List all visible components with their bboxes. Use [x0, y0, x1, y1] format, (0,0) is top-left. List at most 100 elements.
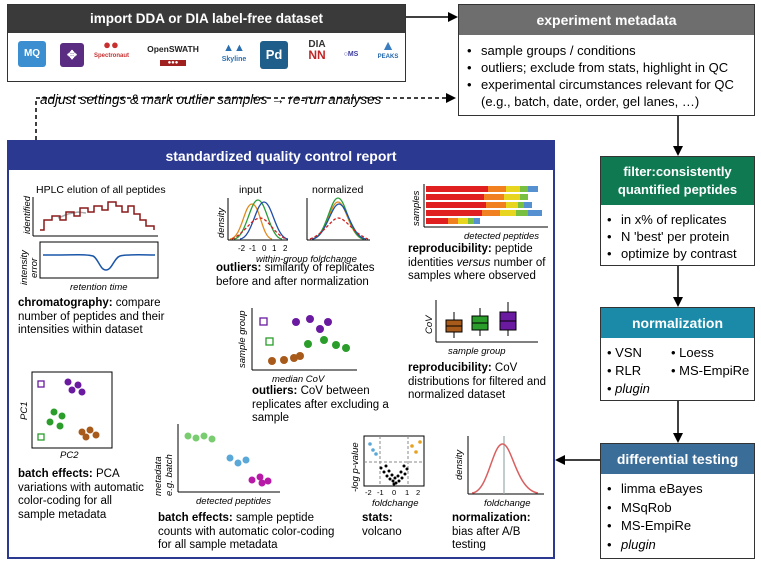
bias-xlabel: foldchange [484, 498, 530, 509]
outliers-cov-caption: outliers: CoV between replicates after e… [252, 385, 389, 424]
cov-box-ylabel: CoV [424, 314, 435, 334]
batch-counts-plot: metadata e.g. batch detected peptides [153, 424, 280, 507]
bias-ylabel: density [454, 449, 465, 480]
volcano-xlabel: foldchange [372, 498, 418, 509]
counts-ylabel-2: e.g. batch [164, 454, 175, 496]
chrom-red-line [40, 201, 155, 231]
svg-text:2: 2 [416, 488, 420, 497]
svg-text:-2: -2 [365, 488, 372, 497]
reproducibility-cov-caption: reproducibility: CoV distributions for f… [408, 362, 547, 401]
density-input-label: input [239, 184, 262, 196]
list-item: experimental circumstances relevant for … [467, 76, 752, 93]
import-box-title: import DDA or DIA label-free dataset [8, 5, 405, 33]
spectronaut-logo: ●● Spectronaut [94, 37, 130, 59]
chrom-ylabel-bottom-2: error [29, 257, 40, 278]
density-xlabel: within-group foldchange [256, 254, 357, 264]
chrom-ylabel-bottom-1: intensity [19, 249, 30, 285]
chrom-grey-line [57, 211, 87, 219]
chrom-xlabel: retention time [70, 282, 128, 292]
msfragger-logo: ✥ [60, 43, 84, 67]
svg-text:1: 1 [272, 244, 277, 253]
metadata-box: experiment metadata sample groups / cond… [458, 4, 755, 116]
list-item: in x% of replicates [607, 211, 753, 228]
chrom-title: HPLC elution of all peptides [36, 184, 166, 196]
normalization-box: normalization • VSN • Loess • RLR • MS-Emp… [600, 307, 755, 401]
metadata-box-title: experiment metadata [459, 5, 754, 35]
svg-text:-1: -1 [377, 488, 384, 497]
peaks-logo: ▲ PEAKS [377, 37, 399, 60]
outliers-density-plot: input normalized density -2 -1 0 1 2 wit… [216, 184, 370, 264]
batch-pca-plot: PC1 PC2 [19, 371, 113, 460]
outliers-density-caption: outliers: similarity of replicates befor… [216, 262, 375, 288]
list-item: • plugin [607, 381, 650, 396]
list-item: • MS-EmpiRe [671, 363, 750, 378]
svg-text:0: 0 [392, 488, 396, 497]
chromatography-caption: chromatography: compare number of peptid… [18, 297, 165, 336]
svg-text:0: 0 [262, 244, 267, 253]
feedback-label: adjust settings & mark outlier samples →… [40, 92, 382, 107]
density-ticks: -2 -1 0 1 2 [238, 244, 288, 253]
density-normalized-label: normalized [312, 184, 364, 196]
svg-text:2: 2 [283, 244, 288, 253]
repro-bars [426, 186, 542, 224]
ms-logo: ○MS [343, 51, 359, 58]
counts-ylabel-1: metadata [153, 456, 164, 496]
chromatography-plot: HPLC elution of all peptides identified … [19, 184, 166, 292]
volcano-points [379, 464, 409, 486]
cov-box-xlabel: sample group [448, 346, 506, 357]
reproducibility-peptides-plot: samples detected peptides [411, 184, 548, 242]
filter-list: in x% of replicates N 'best' per protein… [607, 211, 753, 262]
qc-report-box: standardized quality control report [7, 140, 555, 559]
maxquant-logo: MQ [18, 41, 46, 67]
cov-xlabel: median CoV [272, 374, 326, 384]
diff-testing-list: limma eBayes MSqRob MS-EmpiRe plugin [607, 480, 753, 554]
list-item: MSqRob [607, 499, 753, 518]
qc-report-title: standardized quality control report [9, 142, 553, 170]
list-item: limma eBayes [607, 480, 753, 499]
batch-counts-caption: batch effects: sample peptide counts wit… [158, 512, 335, 551]
norm-bias-caption: normalization: bias after A/B testing [452, 512, 531, 551]
volcano-ticks: -2 -1 0 1 2 [365, 488, 420, 497]
repro-ylabel: samples [411, 190, 422, 226]
counts-xlabel: detected peptides [196, 496, 271, 507]
list-item: outliers; exclude from stats, highlight … [467, 59, 752, 76]
reproducibility-cov-plot: CoV sample group [424, 300, 538, 357]
skyline-logo: ▲▲ Skyline [221, 42, 247, 64]
proteome-discoverer-logo: Pd [260, 41, 288, 69]
list-item: • RLR [607, 363, 642, 378]
chrom-ylabel-top: identified [22, 195, 33, 234]
reproducibility-peptides-caption: reproducibility: peptide identities vers… [408, 243, 546, 282]
pca-ylabel: PC1 [19, 402, 30, 420]
density-ylabel: density [216, 207, 227, 238]
list-item: • Loess [671, 345, 714, 360]
filter-box-title: filter:consistently quantified peptides [601, 157, 754, 205]
outliers-cov-plot: sample group median CoV [237, 308, 357, 384]
batch-pca-caption: batch effects: PCA variations with autom… [18, 468, 144, 521]
volcano-ylabel: -log p-value [350, 442, 361, 492]
arrow-feedback-dashed [35, 93, 456, 140]
import-box: import DDA or DIA label-free dataset MQ … [7, 4, 406, 82]
normalization-box-title: normalization [601, 308, 754, 338]
norm-bias-plot: density foldchange [454, 436, 544, 509]
bias-curve [471, 443, 539, 494]
list-item: optimize by contrast [607, 245, 753, 262]
diff-testing-box-title: differential testing [601, 444, 754, 474]
dia-nn-logo: DIA NN [308, 39, 326, 62]
stats-caption: stats: volcano [362, 512, 402, 538]
svg-text:-2: -2 [238, 244, 246, 253]
list-item: MS-EmpiRe [607, 517, 753, 536]
diff-testing-box: differential testing limma eBayes MSqRob… [600, 443, 755, 559]
repro-xlabel: detected peptides [464, 231, 539, 242]
pca-xlabel: PC2 [60, 450, 79, 460]
normalization-list: • VSN • Loess • RLR • MS-EmpiRe • plugin [607, 344, 753, 398]
list-item: sample groups / conditions [467, 42, 752, 59]
list-item: • VSN [607, 345, 642, 360]
list-item: N 'best' per protein [607, 228, 753, 245]
chrom-error-line [42, 254, 156, 271]
svg-text:-1: -1 [249, 244, 257, 253]
svg-text:1: 1 [405, 488, 409, 497]
list-item: (e.g., batch, date, order, gel lanes, …) [481, 94, 700, 109]
stats-volcano-plot: -log p-value -2 -1 0 1 2 foldchange [350, 435, 425, 509]
